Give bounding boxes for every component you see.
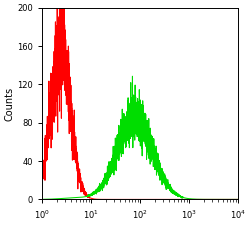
Y-axis label: Counts: Counts xyxy=(4,86,14,121)
